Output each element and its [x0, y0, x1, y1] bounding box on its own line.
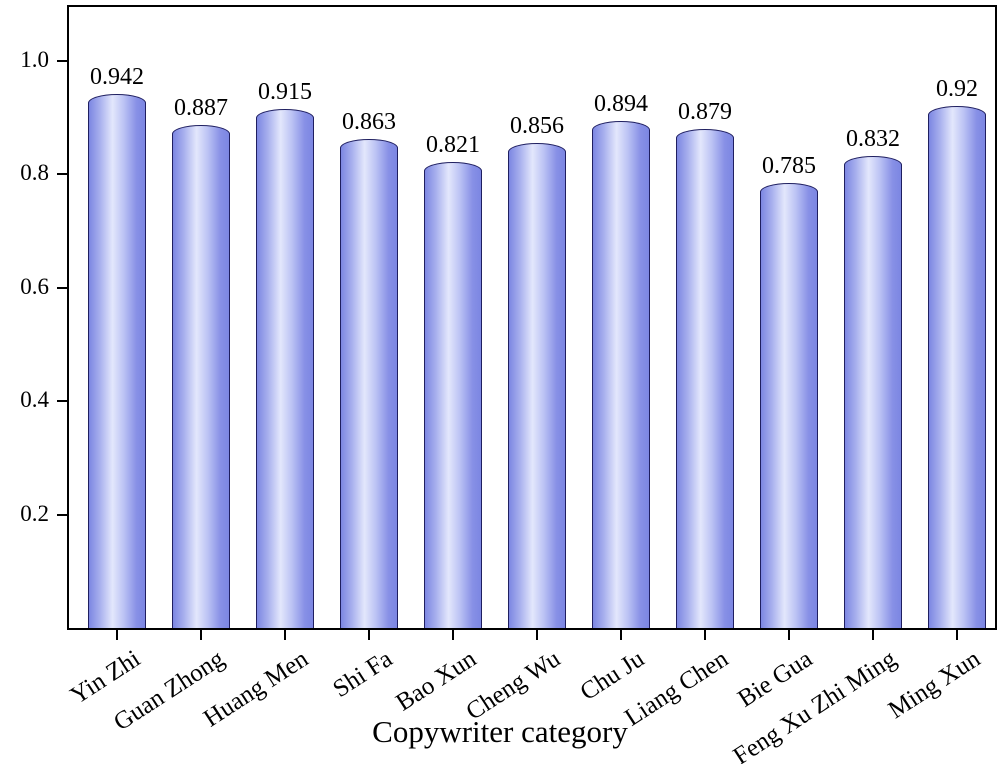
bar	[928, 106, 986, 628]
x-tick	[872, 630, 874, 640]
y-tick-label: 1.0	[20, 46, 49, 72]
y-tick	[57, 513, 67, 516]
x-tick	[704, 630, 706, 640]
y-tick	[57, 59, 67, 62]
bar	[340, 138, 398, 628]
bar	[592, 120, 650, 628]
bar	[760, 182, 818, 628]
y-tick-label: 0.4	[20, 387, 49, 413]
bar-value-label: 0.894	[594, 90, 648, 117]
bar-value-label: 0.856	[510, 112, 564, 139]
y-tick	[57, 286, 67, 289]
bar-value-label: 0.821	[426, 132, 480, 159]
x-tick	[536, 630, 538, 640]
bar	[256, 109, 314, 628]
y-tick	[57, 173, 67, 176]
x-tick	[788, 630, 790, 640]
bar	[424, 162, 482, 628]
bar-value-label: 0.785	[762, 152, 816, 179]
x-tick	[452, 630, 454, 640]
x-tick	[368, 630, 370, 640]
x-tick	[620, 630, 622, 640]
x-tick	[116, 630, 118, 640]
bar-value-label: 0.92	[936, 76, 978, 103]
y-tick	[57, 400, 67, 403]
bar	[508, 142, 566, 628]
bar	[676, 129, 734, 628]
x-axis-title: Copywriter category	[372, 714, 628, 749]
bar-value-label: 0.879	[678, 99, 732, 126]
bar-value-label: 0.863	[342, 108, 396, 135]
plot-area: 0.2 0.4 0.6 0.8 1.0 0.942 Yin Zhi 0.887 Guan Zho…	[20, 5, 997, 764]
y-tick-label: 0.6	[20, 273, 49, 299]
bar-value-label: 0.942	[90, 63, 144, 90]
bar-value-label: 0.887	[174, 94, 228, 121]
x-tick-label: Ming Xun	[883, 645, 986, 725]
x-tick	[284, 630, 286, 640]
x-tick	[200, 630, 202, 640]
bar-value-label: 0.915	[258, 79, 312, 106]
bar	[88, 93, 146, 628]
bar	[172, 124, 230, 628]
y-tick-label: 0.2	[20, 500, 49, 526]
y-tick-label: 0.8	[20, 160, 49, 186]
x-tick	[956, 630, 958, 640]
x-tick-label: Shi Fa	[328, 645, 398, 703]
bar-value-label: 0.832	[846, 126, 900, 153]
bar	[844, 156, 902, 628]
